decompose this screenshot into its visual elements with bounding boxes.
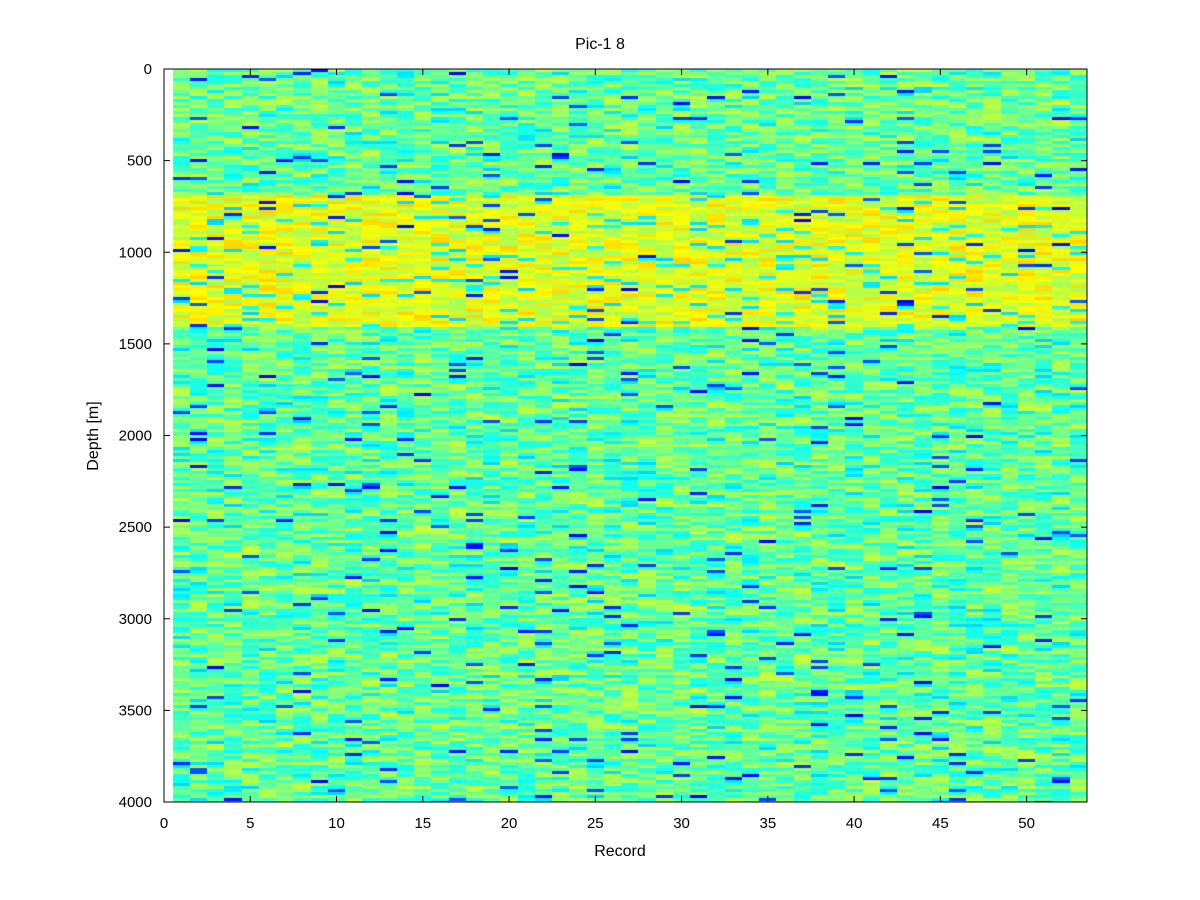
x-tick-label: 10 xyxy=(328,815,345,832)
x-tick-label: 20 xyxy=(501,815,518,832)
x-tick-label: 35 xyxy=(759,815,776,832)
x-tick-label: 15 xyxy=(414,815,431,832)
x-tick-label: 40 xyxy=(846,815,863,832)
y-tick-label: 0 xyxy=(144,61,152,78)
plot-area-border xyxy=(163,68,1088,803)
x-tick-label: 45 xyxy=(932,815,949,832)
x-axis: 0 5 10 15 20 25 30 35 40 45 50 xyxy=(160,69,1035,832)
y-axis: 0 500 1000 1500 2000 2500 3000 3500 4000 xyxy=(119,61,1087,811)
x-tick-label: 50 xyxy=(1018,815,1035,832)
x-tick-label: 5 xyxy=(246,815,254,832)
chart-title: Pic-1 8 xyxy=(575,36,625,53)
heatmap-image xyxy=(164,69,1087,802)
y-tick-label: 1500 xyxy=(119,336,152,353)
x-tick-label: 25 xyxy=(587,815,604,832)
y-tick-label: 500 xyxy=(127,153,152,170)
y-axis-label: Depth [m] xyxy=(85,401,102,470)
y-tick-label: 2000 xyxy=(119,428,152,445)
x-tick-label: 0 xyxy=(160,815,168,832)
y-tick-label: 3000 xyxy=(119,611,152,628)
y-tick-label: 3500 xyxy=(119,702,152,719)
y-tick-label: 2500 xyxy=(119,519,152,536)
y-tick-label: 4000 xyxy=(119,794,152,811)
x-tick-label: 30 xyxy=(673,815,690,832)
y-tick-label: 1000 xyxy=(119,244,152,261)
x-axis-label: Record xyxy=(594,843,646,860)
